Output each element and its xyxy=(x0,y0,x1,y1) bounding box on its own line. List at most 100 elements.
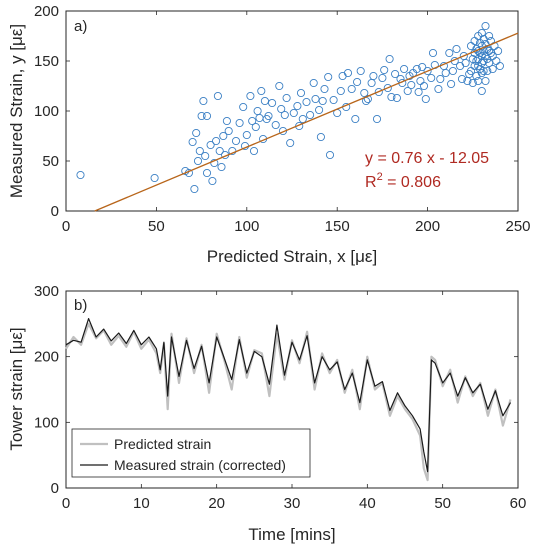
scatter-point xyxy=(356,66,365,76)
scatter-point xyxy=(315,105,324,115)
scatter-points xyxy=(76,21,504,194)
legend-predicted-label: Predicted strain xyxy=(114,436,211,452)
scatter-point xyxy=(76,170,85,180)
scatter-point xyxy=(219,131,228,141)
y-tick-label: 100 xyxy=(34,103,59,120)
scatter-point xyxy=(372,114,382,124)
scatter-point xyxy=(309,78,318,88)
scatter-point xyxy=(277,104,286,114)
scatter-point xyxy=(306,110,315,120)
scatter-point xyxy=(195,146,204,156)
scatter-point xyxy=(239,102,248,112)
x-tick-label: 50 xyxy=(434,495,451,512)
x-tick-label: 20 xyxy=(208,495,225,512)
scatter-point xyxy=(423,66,432,76)
scatter-point xyxy=(324,72,333,82)
y-tick-label: 150 xyxy=(34,53,59,70)
scatter-point xyxy=(363,94,372,104)
scatter-point xyxy=(224,126,233,136)
x-tick-label: 150 xyxy=(325,218,350,235)
scatter-point xyxy=(217,162,226,172)
panel-a-scatter: 0 50 100 150 200 250 0 50 100 150 200 a) y = 0.76… xyxy=(7,3,531,266)
scatter-point xyxy=(318,96,327,106)
scatter-point xyxy=(271,120,280,130)
scatter-point xyxy=(485,58,494,68)
y-tick-label: 300 xyxy=(34,283,59,300)
scatter-point xyxy=(249,146,259,156)
scatter-point xyxy=(485,31,494,41)
scatter-point xyxy=(329,95,338,105)
panel-b-line: 0 10 20 30 40 50 60 0 100 200 300 b) Predicted st… xyxy=(7,283,526,544)
scatter-point xyxy=(412,64,421,74)
scatter-point xyxy=(235,118,244,128)
y-tick-label: 0 xyxy=(51,203,59,220)
x-tick-label: 0 xyxy=(62,218,70,235)
scatter-point xyxy=(206,140,215,150)
scatter-point xyxy=(414,87,423,97)
y-axis-label-b: Tower strain [με] xyxy=(7,327,26,450)
r2-superscript: 2 xyxy=(377,171,383,183)
scatter-point xyxy=(479,66,488,76)
scatter-point xyxy=(436,74,445,84)
scatter-point xyxy=(369,71,378,81)
scatter-point xyxy=(495,61,504,71)
x-axis-ticks: 0 50 100 150 200 250 xyxy=(62,11,531,235)
scatter-point xyxy=(188,137,197,147)
scatter-point xyxy=(380,65,389,75)
scatter-point xyxy=(202,111,212,121)
scatter-point xyxy=(448,66,457,76)
scatter-point xyxy=(457,74,467,84)
y-tick-label: 100 xyxy=(34,414,59,431)
scatter-point xyxy=(208,176,217,186)
scatter-point xyxy=(461,58,470,68)
scatter-point xyxy=(418,62,427,72)
scatter-point xyxy=(210,158,219,168)
measured-strain-line xyxy=(65,318,512,473)
scatter-point xyxy=(275,81,284,91)
scatter-point xyxy=(190,184,199,194)
scatter-point xyxy=(360,88,369,98)
scatter-point xyxy=(201,151,210,161)
y-tick-label: 0 xyxy=(51,480,59,497)
scatter-point xyxy=(387,92,396,102)
x-tick-label: 100 xyxy=(234,218,259,235)
scatter-point xyxy=(483,66,492,76)
scatter-point xyxy=(378,73,387,83)
scatter-point xyxy=(385,54,394,64)
y-tick-label: 200 xyxy=(34,349,59,366)
scatter-point xyxy=(447,79,456,89)
scatter-point xyxy=(222,116,231,126)
scatter-point xyxy=(419,81,429,91)
scatter-point xyxy=(353,77,362,87)
r2-value: = 0.806 xyxy=(383,174,441,191)
scatter-point xyxy=(293,101,302,111)
scatter-point xyxy=(280,110,289,120)
scatter-point xyxy=(264,111,273,121)
scatter-point xyxy=(231,136,241,146)
scatter-point xyxy=(488,64,497,74)
scatter-point xyxy=(336,86,345,96)
scatter-point xyxy=(202,168,212,178)
scatter-point xyxy=(311,94,320,104)
y-axis-ticks: 0 50 100 150 200 xyxy=(34,3,518,220)
panel-label-a: a) xyxy=(74,18,87,35)
scatter-point xyxy=(477,86,486,96)
legend-measured-label: Measured strain (corrected) xyxy=(114,457,286,473)
scatter-point xyxy=(193,156,203,166)
scatter-point xyxy=(427,73,436,83)
scatter-point xyxy=(400,64,409,74)
scatter-point xyxy=(441,68,450,78)
y-tick-label: 200 xyxy=(34,3,59,20)
scatter-point xyxy=(248,116,257,126)
scatter-point xyxy=(481,76,490,86)
scatter-point xyxy=(257,86,266,96)
x-tick-label: 10 xyxy=(133,495,150,512)
x-axis-ticks: 0 10 20 30 40 50 60 xyxy=(62,291,526,512)
scatter-point xyxy=(197,111,206,121)
scatter-point xyxy=(215,146,224,156)
scatter-point xyxy=(316,132,325,142)
x-axis-label-a: Predicted Strain, x [με] xyxy=(207,247,377,266)
scatter-point xyxy=(343,68,353,78)
scatter-point xyxy=(199,96,208,106)
